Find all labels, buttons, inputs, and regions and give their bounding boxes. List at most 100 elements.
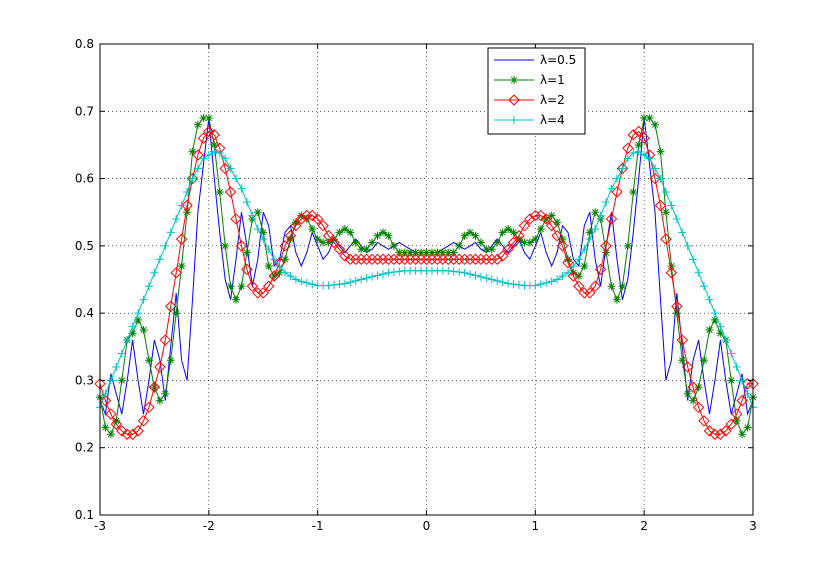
star-marker <box>101 423 110 432</box>
diamond-marker <box>301 209 313 222</box>
star-marker <box>346 228 355 237</box>
diamond-marker <box>660 233 672 245</box>
diamond-marker <box>121 428 133 440</box>
diamond-marker <box>426 253 438 266</box>
plus-marker <box>362 274 371 283</box>
diamond-marker <box>241 263 253 276</box>
star-marker <box>471 231 480 240</box>
star-marker <box>487 245 496 254</box>
star-marker <box>607 282 616 291</box>
diamond-marker <box>339 250 351 262</box>
plus-marker <box>389 268 398 277</box>
star-marker <box>536 225 545 234</box>
diamond-marker <box>545 219 558 232</box>
diamond-marker <box>409 253 422 266</box>
star-marker <box>161 389 170 398</box>
plus-marker <box>210 147 219 156</box>
diamond-marker <box>480 253 493 266</box>
star-marker <box>553 218 562 227</box>
star-marker <box>498 228 507 237</box>
star-marker <box>558 235 567 244</box>
plus-marker <box>466 270 475 279</box>
star-marker <box>281 255 290 264</box>
diamond-marker <box>486 253 498 266</box>
plus-marker <box>542 278 551 287</box>
plus-marker <box>618 164 627 173</box>
diamond-marker <box>235 240 248 252</box>
plus-marker <box>580 245 589 254</box>
star-marker <box>253 208 262 217</box>
diamond-marker <box>382 253 395 266</box>
plus-marker <box>661 188 670 197</box>
diamond-marker <box>502 243 514 255</box>
star-marker <box>193 120 202 129</box>
diamond-marker <box>475 253 487 266</box>
diamond-marker <box>279 240 291 252</box>
plus-marker <box>351 276 360 285</box>
diamond-marker <box>551 230 563 242</box>
diamond-marker <box>741 378 754 390</box>
diamond-marker <box>116 425 128 437</box>
diamond-marker <box>584 287 596 299</box>
diamond-marker <box>366 253 378 266</box>
diamond-marker <box>518 219 531 232</box>
plus-marker <box>553 275 562 284</box>
axis-ticks: -3 -2 -1 0 1 2 3 0.1 0.2 0.3 0.4 0.5 0.6 0.7 0.8 <box>75 37 757 533</box>
star-marker <box>177 262 186 271</box>
diamond-marker <box>638 132 650 144</box>
diamond-marker <box>491 253 503 266</box>
plus-marker <box>563 268 572 277</box>
star-marker <box>433 248 442 257</box>
diamond-marker <box>143 401 155 414</box>
plus-marker <box>700 282 709 291</box>
plus-marker <box>368 272 377 281</box>
diamond-marker <box>556 240 569 252</box>
star-marker <box>585 228 594 237</box>
plus-marker <box>155 255 164 264</box>
plus-marker <box>509 280 518 289</box>
star-marker <box>384 231 393 240</box>
y-tick-label: 0.3 <box>75 373 94 387</box>
legend-label: λ=0.5 <box>540 53 576 67</box>
plus-marker <box>281 268 290 277</box>
star-marker <box>259 228 268 237</box>
star-marker <box>645 114 654 123</box>
diamond-marker <box>328 236 340 249</box>
plus-marker <box>112 362 121 371</box>
diamond-marker <box>420 253 433 266</box>
star-marker <box>580 262 589 271</box>
diamond-marker <box>311 213 324 225</box>
plus-marker <box>672 214 681 223</box>
diamond-marker <box>676 334 688 346</box>
plus-marker <box>629 149 638 158</box>
plus-marker <box>275 262 284 271</box>
diamond-marker <box>431 253 444 266</box>
star-marker <box>237 282 246 291</box>
diamond-marker <box>464 253 476 266</box>
plus-marker <box>215 149 224 158</box>
star-marker <box>406 248 415 257</box>
star-marker <box>612 295 621 304</box>
diamond-marker <box>399 253 411 266</box>
star-marker <box>732 416 741 425</box>
plus-marker <box>656 174 665 183</box>
plus-marker <box>134 309 143 318</box>
plus-marker <box>346 278 355 287</box>
plus-marker <box>705 295 714 304</box>
star-marker <box>678 356 687 365</box>
star-marker <box>656 147 665 156</box>
plus-marker <box>221 154 230 163</box>
diamond-marker <box>671 300 683 313</box>
diamond-marker <box>649 172 661 185</box>
plus-marker <box>531 281 540 290</box>
diamond-marker <box>186 172 199 185</box>
star-marker <box>504 225 513 234</box>
legend-entry: λ=1 <box>494 73 565 87</box>
star-marker <box>727 376 736 385</box>
diamond-marker <box>600 240 612 252</box>
star-marker <box>188 147 197 156</box>
plus-marker <box>727 349 736 358</box>
diamond-marker <box>344 253 357 266</box>
plus-marker <box>117 349 126 358</box>
